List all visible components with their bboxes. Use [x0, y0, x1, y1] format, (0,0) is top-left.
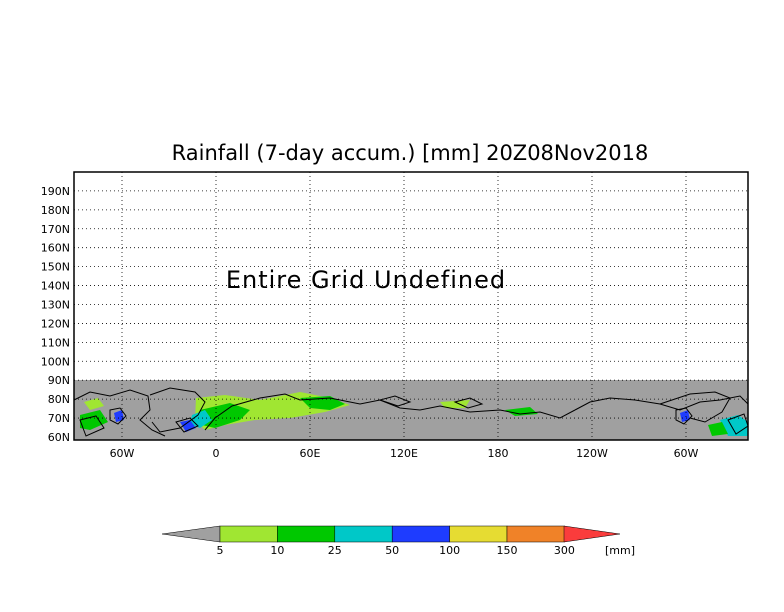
undefined-grid-message: Entire Grid Undefined: [226, 266, 506, 294]
lat-label: 140N: [41, 280, 70, 293]
lat-label: 110N: [41, 336, 70, 349]
colorbar: 5 10 25 50 100 150 300 [mm]: [161, 525, 635, 557]
lat-label: 150N: [41, 261, 70, 274]
colorbar-boxes: [219, 525, 565, 543]
colorbar-label: 25: [328, 544, 342, 557]
colorbar-box: [449, 525, 508, 543]
gridlines: [74, 172, 748, 440]
patch-hudson-blue-east: [680, 410, 690, 422]
lat-label: 190N: [41, 185, 70, 198]
plot-frame: [73, 171, 749, 441]
colorbar-label: 10: [270, 544, 284, 557]
colorbar-unit: [mm]: [605, 544, 635, 557]
lon-label: 180: [488, 447, 509, 460]
lon-label: 60W: [674, 447, 699, 460]
colorbar-box: [391, 525, 450, 543]
lon-label: 0: [213, 447, 220, 460]
lat-label: 60N: [48, 431, 70, 444]
lon-label: 120W: [576, 447, 608, 460]
colorbar-label: 5: [217, 544, 224, 557]
colorbar-below-triangle: [161, 525, 221, 543]
colorbar-box: [219, 525, 278, 543]
patch-hudson-blue: [114, 410, 124, 422]
colorbar-labels: 5 10 25 50 100 150 300: [217, 544, 575, 557]
patch-greenland-east-green: [708, 422, 728, 436]
longitude-labels: 60W 0 60E 120E 180 120W 60W: [110, 447, 699, 460]
lon-label: 60E: [300, 447, 321, 460]
lon-label: 60W: [110, 447, 135, 460]
colorbar-label: 50: [385, 544, 399, 557]
colorbar-label: 100: [439, 544, 460, 557]
colorbar-box: [277, 525, 336, 543]
lat-label: 80N: [48, 393, 70, 406]
chart-title: Rainfall (7-day accum.) [mm] 20Z08Nov201…: [172, 141, 649, 165]
lat-label: 160N: [41, 242, 70, 255]
lat-label: 170N: [41, 223, 70, 236]
colorbar-above-triangle: [563, 525, 621, 543]
lat-label: 130N: [41, 298, 70, 311]
colorbar-label: 300: [554, 544, 575, 557]
lat-label: 70N: [48, 412, 70, 425]
patch-canada-west-green: [80, 410, 108, 430]
colorbar-box: [334, 525, 393, 543]
lat-label: 180N: [41, 204, 70, 217]
patch-canada-west-light: [84, 398, 104, 410]
patch-siberia-green: [505, 407, 538, 416]
colorbar-box: [506, 525, 565, 543]
lon-label: 120E: [390, 447, 418, 460]
lat-label: 100N: [41, 355, 70, 368]
lat-label: 90N: [48, 374, 70, 387]
latitude-labels: 190N 180N 170N 160N 150N 140N 130N 120N 110N 100N…: [41, 185, 70, 444]
lat-label: 120N: [41, 317, 70, 330]
colorbar-label: 150: [497, 544, 518, 557]
